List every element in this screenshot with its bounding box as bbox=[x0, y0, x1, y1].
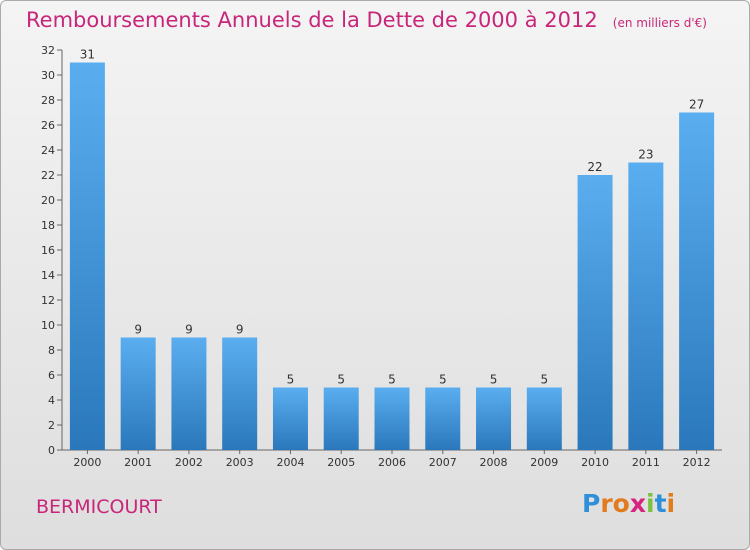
y-tick-label: 4 bbox=[48, 394, 55, 407]
data-label: 5 bbox=[388, 373, 396, 387]
chart-labels: 2000 31 2001 9 2002 9 2003 9 2004 5 2005 5 2006 5 2007… bbox=[73, 48, 710, 470]
chart-title: Remboursements Annuels de la Dette de 20… bbox=[26, 8, 598, 32]
y-tick-label: 8 bbox=[48, 344, 55, 357]
bar bbox=[374, 387, 410, 450]
y-tick-label: 10 bbox=[41, 319, 55, 332]
data-label: 9 bbox=[185, 323, 193, 337]
data-label: 5 bbox=[337, 373, 345, 387]
data-label: 5 bbox=[287, 373, 295, 387]
x-tick-label: 2006 bbox=[378, 456, 406, 469]
bar bbox=[171, 337, 207, 450]
data-label: 9 bbox=[236, 323, 244, 337]
bar bbox=[476, 387, 512, 450]
x-tick-label: 2011 bbox=[632, 456, 660, 469]
x-tick-label: 2009 bbox=[530, 456, 558, 469]
data-label: 27 bbox=[689, 98, 704, 112]
x-tick-label: 2007 bbox=[429, 456, 457, 469]
data-label: 31 bbox=[80, 48, 95, 62]
y-tick-label: 20 bbox=[41, 194, 55, 207]
y-tick-label: 14 bbox=[41, 269, 55, 282]
y-tick-label: 22 bbox=[41, 169, 55, 182]
chart-bars bbox=[69, 62, 715, 450]
y-tick-label: 18 bbox=[41, 219, 55, 232]
y-tick-label: 32 bbox=[41, 44, 55, 57]
x-tick-label: 2004 bbox=[276, 456, 304, 469]
bar bbox=[272, 387, 308, 450]
bar bbox=[526, 387, 562, 450]
bar bbox=[628, 162, 664, 450]
x-tick-label: 2000 bbox=[73, 456, 101, 469]
data-label: 23 bbox=[638, 148, 653, 162]
logo-letter: x bbox=[629, 489, 646, 518]
bar bbox=[69, 62, 105, 450]
x-tick-label: 2005 bbox=[327, 456, 355, 469]
chart-title-block: Remboursements Annuels de la Dette de 20… bbox=[26, 8, 707, 32]
y-tick-label: 30 bbox=[41, 69, 55, 82]
bar bbox=[577, 175, 613, 450]
bar bbox=[679, 112, 715, 450]
bar bbox=[425, 387, 461, 450]
chart-subtitle: (en milliers d'€) bbox=[612, 16, 707, 30]
data-label: 5 bbox=[540, 373, 548, 387]
y-tick-label: 26 bbox=[41, 119, 55, 132]
data-label: 22 bbox=[587, 160, 602, 174]
logo-letter: t bbox=[654, 489, 667, 518]
x-tick-label: 2001 bbox=[124, 456, 152, 469]
x-tick-label: 2012 bbox=[683, 456, 711, 469]
data-label: 5 bbox=[439, 373, 447, 387]
x-tick-label: 2002 bbox=[175, 456, 203, 469]
x-tick-label: 2010 bbox=[581, 456, 609, 469]
y-tick-label: 28 bbox=[41, 94, 55, 107]
logo-letter: r bbox=[600, 489, 613, 518]
commune-name: BERMICOURT bbox=[36, 496, 162, 518]
proxiti-logo[interactable]: Proxiti bbox=[582, 489, 675, 518]
data-label: 9 bbox=[134, 323, 142, 337]
y-tick-label: 2 bbox=[48, 419, 55, 432]
logo-letter: P bbox=[582, 489, 601, 518]
bar bbox=[222, 337, 258, 450]
bar bbox=[323, 387, 359, 450]
y-tick-label: 24 bbox=[41, 144, 55, 157]
logo-letter: i bbox=[646, 489, 655, 518]
y-tick-label: 6 bbox=[48, 369, 55, 382]
logo-letter: i bbox=[666, 489, 676, 518]
bar bbox=[120, 337, 156, 450]
y-tick-label: 16 bbox=[41, 244, 55, 257]
x-tick-label: 2008 bbox=[480, 456, 508, 469]
y-tick-label: 0 bbox=[48, 444, 55, 457]
logo-letter: o bbox=[612, 489, 630, 518]
data-label: 5 bbox=[490, 373, 498, 387]
x-tick-label: 2003 bbox=[226, 456, 254, 469]
y-tick-label: 12 bbox=[41, 294, 55, 307]
